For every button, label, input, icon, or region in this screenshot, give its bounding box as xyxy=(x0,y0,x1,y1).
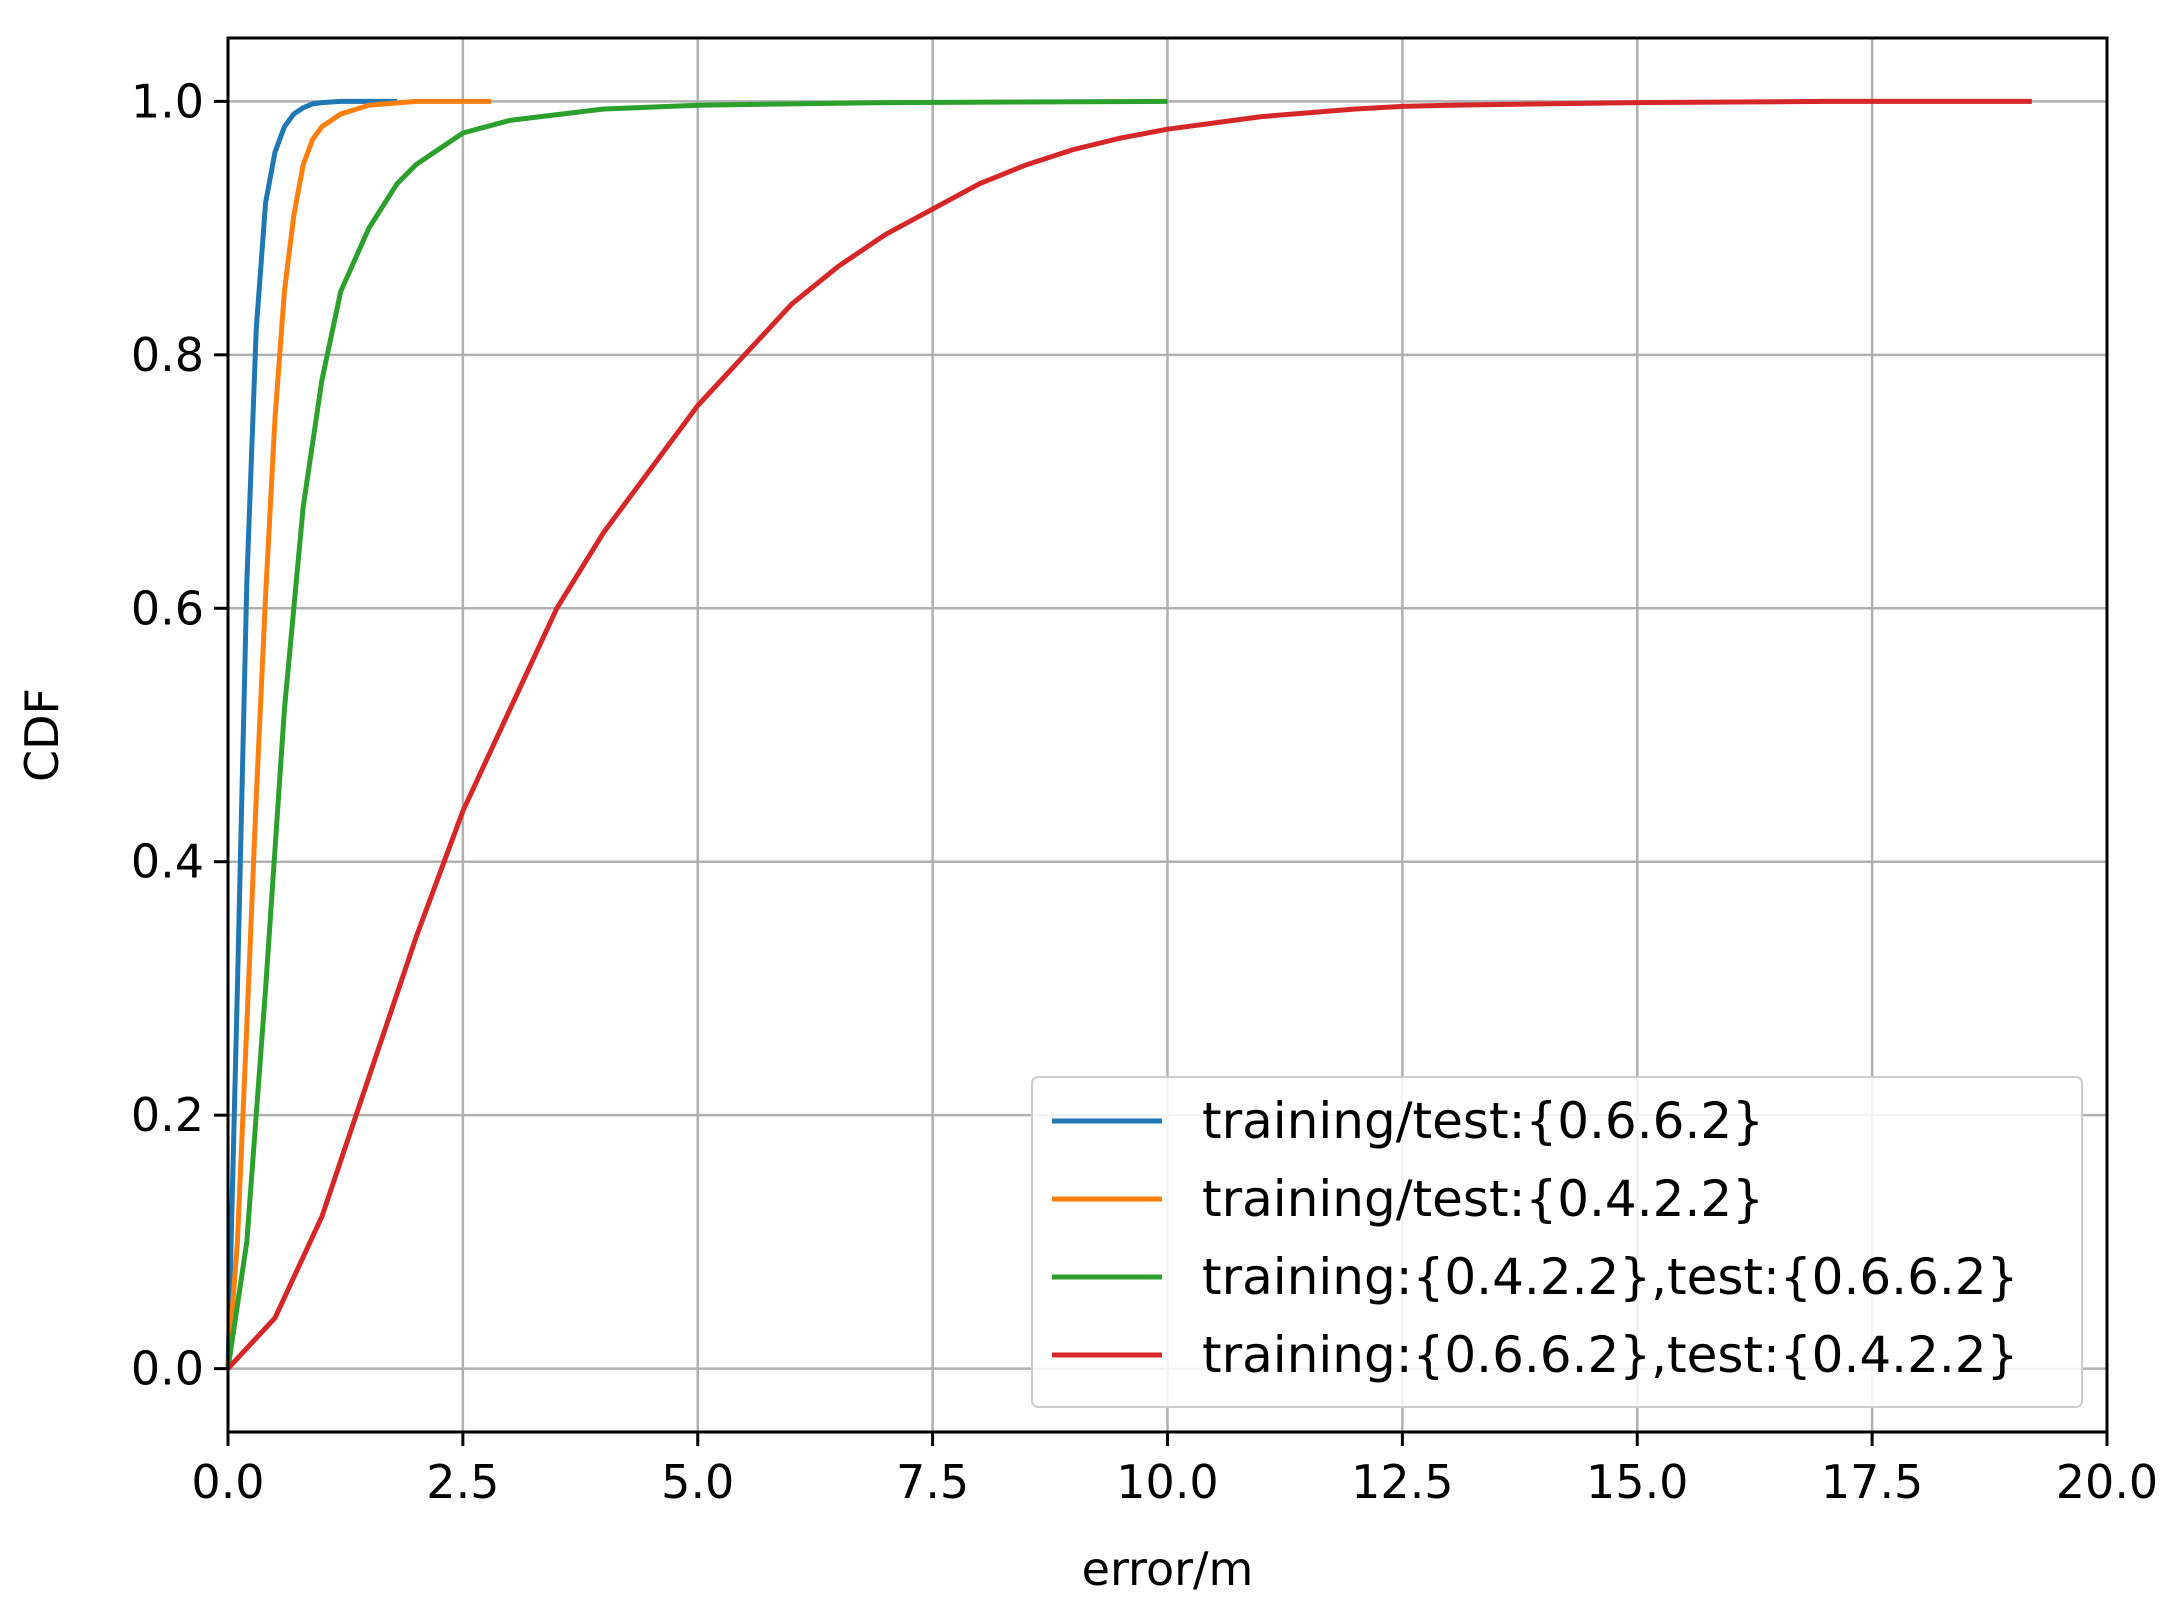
y-tick-label: 0.6 xyxy=(131,581,204,635)
legend-label-4: training:{0.6.6.2},test:{0.4.2.2} xyxy=(1202,1326,2018,1384)
axis-ticks: 0.0 2.5 5.0 7.5 10.0 12.5 15.0 17.5 20.0 0.0 0.2 0.… xyxy=(131,74,2158,1509)
x-tick-label: 10.0 xyxy=(1116,1455,1218,1509)
y-tick-label: 0.2 xyxy=(131,1088,204,1142)
legend-items: training/test:{0.6.6.2} training/test:{0.… xyxy=(1052,1092,2018,1384)
series-lines xyxy=(225,98,2032,1371)
series-line-4 xyxy=(226,98,2032,1371)
x-tick-label: 20.0 xyxy=(2056,1455,2158,1509)
x-tick-label: 15.0 xyxy=(1586,1455,1688,1509)
x-tick-label: 7.5 xyxy=(896,1455,969,1509)
x-tick-label: 17.5 xyxy=(1821,1455,1923,1509)
legend: training/test:{0.6.6.2} training/test:{0.… xyxy=(1031,1076,2083,1408)
x-tick-label: 2.5 xyxy=(426,1455,499,1509)
series-line-3 xyxy=(225,98,1168,1369)
y-tick-label: 0.4 xyxy=(131,835,204,889)
series-line-1 xyxy=(225,98,398,1369)
legend-label-3: training:{0.4.2.2},test:{0.6.6.2} xyxy=(1202,1248,2018,1306)
x-tick-label: 5.0 xyxy=(661,1455,734,1509)
x-tick-label: 12.5 xyxy=(1351,1455,1453,1509)
y-tick-label: 1.0 xyxy=(131,74,204,128)
x-tick-label: 0.0 xyxy=(191,1455,264,1509)
legend-box xyxy=(1031,1076,2083,1408)
legend-label-2: training/test:{0.4.2.2} xyxy=(1202,1170,1764,1228)
y-tick-label: 0.0 xyxy=(131,1342,204,1396)
y-axis-label: CDF xyxy=(15,688,69,782)
y-tick-label: 0.8 xyxy=(131,328,204,382)
x-axis-label: error/m xyxy=(1082,1542,1254,1596)
series-line-2 xyxy=(225,98,492,1369)
legend-label-1: training/test:{0.6.6.2} xyxy=(1202,1092,1764,1150)
